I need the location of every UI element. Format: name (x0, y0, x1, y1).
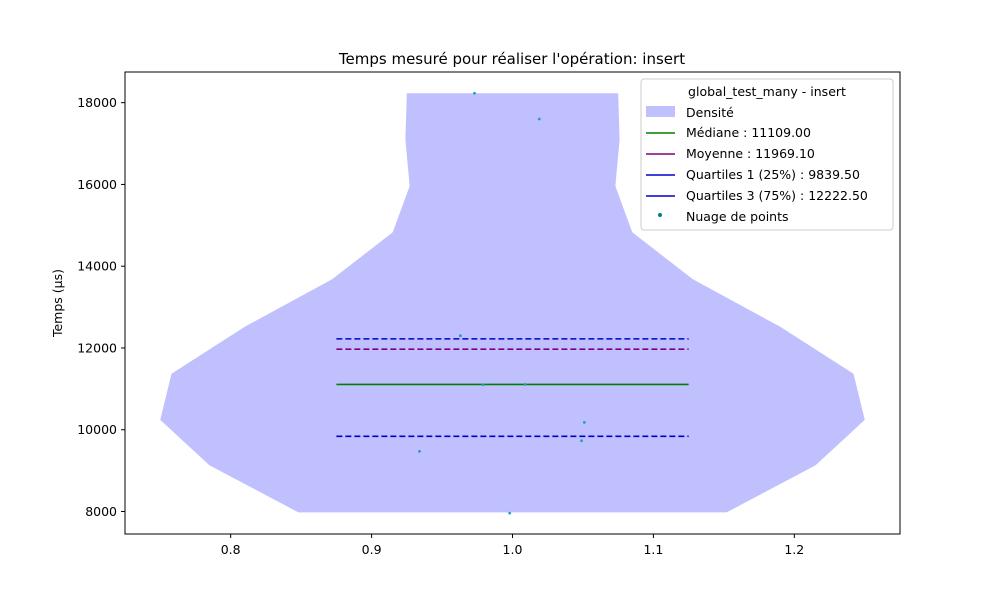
scatter-point (582, 420, 586, 424)
x-tick-label: 1.1 (643, 542, 663, 557)
x-tick-label: 0.8 (221, 542, 241, 557)
legend-title: global_test_many - insert (688, 84, 846, 99)
scatter-point (458, 334, 462, 338)
legend-box (640, 78, 894, 231)
legend-scatter-label: Nuage de points (686, 209, 789, 224)
x-tick-label: 1.0 (503, 542, 523, 557)
scatter-point (580, 439, 583, 443)
legend-q3-label: Quartiles 3 (75%) : 12222.50 (686, 188, 868, 203)
legend-mean-label: Moyenne : 11969.10 (686, 146, 815, 161)
scatter-point (537, 117, 541, 121)
x-tick-label: 1.2 (784, 542, 804, 557)
scatter-point (523, 382, 527, 386)
axis-ticks: 0.8 0.9 1.0 1.1 1.2 8000 10000 12000 14000 16000 1… (77, 95, 804, 557)
x-tick-label: 0.9 (362, 542, 382, 557)
plot-area (160, 91, 865, 515)
legend-density-swatch (646, 106, 675, 117)
y-tick-label: 16000 (77, 177, 117, 192)
chart-title: Temps mesuré pour réaliser l'opération: … (338, 50, 685, 68)
legend-scatter-marker (658, 213, 662, 217)
legend: global_test_many - insert Densité Médian… (640, 78, 894, 231)
y-tick-label: 8000 (85, 504, 117, 519)
y-tick-label: 12000 (77, 340, 117, 355)
legend-median-label: Médiane : 11109.00 (686, 125, 811, 140)
legend-q1-label: Quartiles 1 (25%) : 9839.50 (686, 167, 860, 182)
y-tick-label: 18000 (77, 95, 117, 110)
violin-density (160, 93, 865, 513)
y-tick-label: 14000 (77, 259, 117, 274)
scatter-point (508, 511, 512, 515)
y-tick-label: 10000 (77, 422, 117, 437)
scatter-point (481, 383, 485, 387)
y-axis-label: Temps (µs) (50, 269, 65, 338)
legend-density-label: Densité (686, 105, 734, 120)
scatter-point (473, 91, 476, 95)
scatter-point (418, 450, 421, 453)
